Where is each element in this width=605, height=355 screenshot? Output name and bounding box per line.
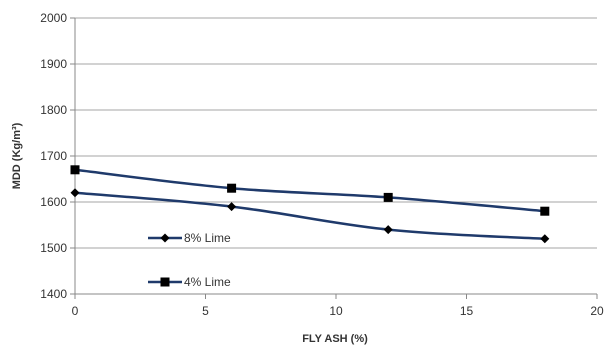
x-axis-title: FLY ASH (%) bbox=[302, 333, 368, 345]
axes bbox=[70, 17, 598, 299]
y-axis-title: MDD (Kg/m³) bbox=[11, 122, 23, 189]
legend-label-4-lime: 4% Lime bbox=[184, 275, 231, 289]
series-lines bbox=[70, 165, 550, 244]
legend-label-8-lime: 8% Lime bbox=[184, 231, 231, 245]
y-tick-label-1900: 1900 bbox=[40, 57, 67, 71]
series-line-8-lime bbox=[74, 191, 545, 241]
legend: 8% Lime 4% Lime bbox=[148, 231, 231, 289]
x-tick-label-0: 0 bbox=[72, 304, 79, 318]
data-point-8-lime-3 bbox=[540, 234, 550, 244]
y-tick-label-1800: 1800 bbox=[40, 103, 67, 117]
x-tick-label-10: 10 bbox=[329, 304, 343, 318]
y-tick-label-1400: 1400 bbox=[40, 287, 67, 301]
x-tick-label-5: 5 bbox=[202, 304, 209, 318]
series-line-4-lime bbox=[74, 168, 545, 213]
legend-marker-4-lime bbox=[160, 277, 170, 287]
y-tick-label-1700: 1700 bbox=[40, 149, 67, 163]
y-tick-label-1500: 1500 bbox=[40, 241, 67, 255]
data-point-4-lime-1 bbox=[227, 183, 237, 193]
tick-labels: 1400 1500 1600 1700 1800 1900 2000 0 5 10 15 20 bbox=[40, 11, 604, 318]
x-tick-label-20: 20 bbox=[590, 304, 604, 318]
y-tick-label-1600: 1600 bbox=[40, 195, 67, 209]
data-point-8-lime-0 bbox=[70, 188, 80, 198]
x-tick-label-15: 15 bbox=[460, 304, 474, 318]
y-tick-label-2000: 2000 bbox=[40, 11, 67, 25]
data-point-8-lime-2 bbox=[383, 225, 393, 235]
data-point-4-lime-2 bbox=[383, 192, 393, 202]
gridlines bbox=[75, 17, 597, 249]
data-point-4-lime-3 bbox=[540, 206, 550, 216]
data-point-4-lime-0 bbox=[70, 165, 80, 175]
legend-marker-8-lime bbox=[160, 233, 170, 243]
data-point-8-lime-1 bbox=[227, 202, 237, 212]
